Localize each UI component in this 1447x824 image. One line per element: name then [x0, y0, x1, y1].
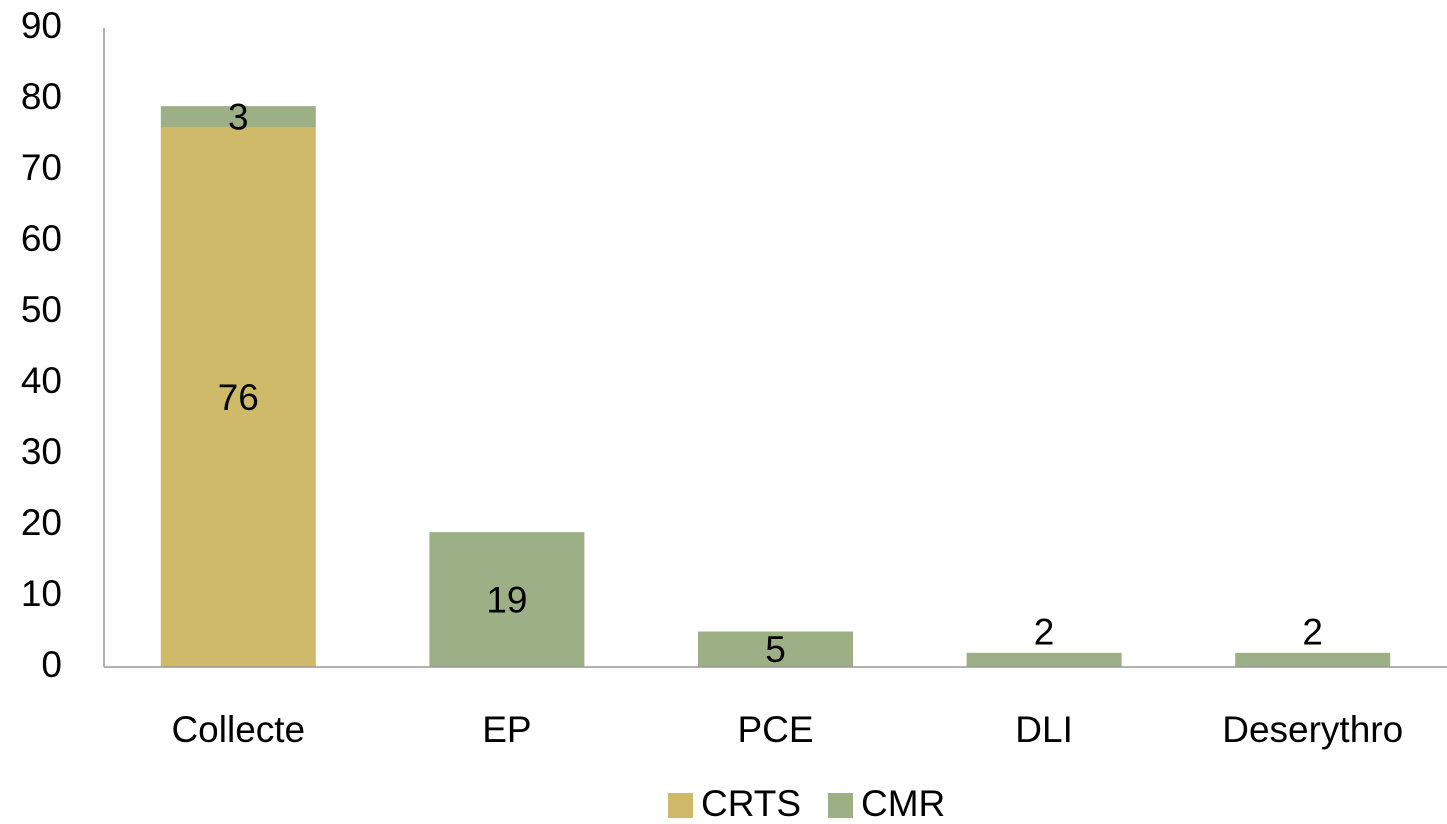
bar-segment — [698, 631, 853, 667]
y-tick-label: 50 — [21, 289, 62, 330]
y-tick-label: 90 — [21, 5, 62, 46]
y-tick-label: 40 — [21, 360, 62, 401]
bar-segment — [160, 106, 316, 128]
data-label: 5 — [765, 629, 786, 670]
x-tick-label: EP — [482, 709, 531, 750]
data-label: 2 — [1034, 612, 1055, 653]
bar-segment — [429, 532, 585, 667]
y-tick-label: 10 — [21, 573, 62, 614]
bar-segment — [966, 652, 1122, 667]
y-tick-label: 0 — [41, 644, 62, 685]
data-label: 3 — [228, 97, 249, 138]
bar-segment — [1235, 652, 1391, 667]
y-tick-label: 20 — [21, 502, 62, 543]
y-tick-label: 70 — [21, 147, 62, 188]
x-tick-label: DLI — [1015, 709, 1073, 750]
data-label: 76 — [218, 377, 259, 418]
x-tick-label: Deserythro — [1222, 709, 1403, 750]
legend-label: CMR — [861, 783, 945, 824]
data-label: 2 — [1302, 612, 1323, 653]
bar-segment — [160, 127, 316, 667]
x-tick-label: PCE — [737, 709, 813, 750]
y-tick-label: 30 — [21, 431, 62, 472]
x-tick-label: Collecte — [171, 709, 305, 750]
data-label: 19 — [486, 579, 527, 620]
legend-swatch — [668, 793, 693, 818]
y-tick-label: 60 — [21, 218, 62, 259]
legend-swatch — [828, 793, 853, 818]
y-tick-label: 80 — [21, 76, 62, 117]
legend-label: CRTS — [701, 783, 801, 824]
